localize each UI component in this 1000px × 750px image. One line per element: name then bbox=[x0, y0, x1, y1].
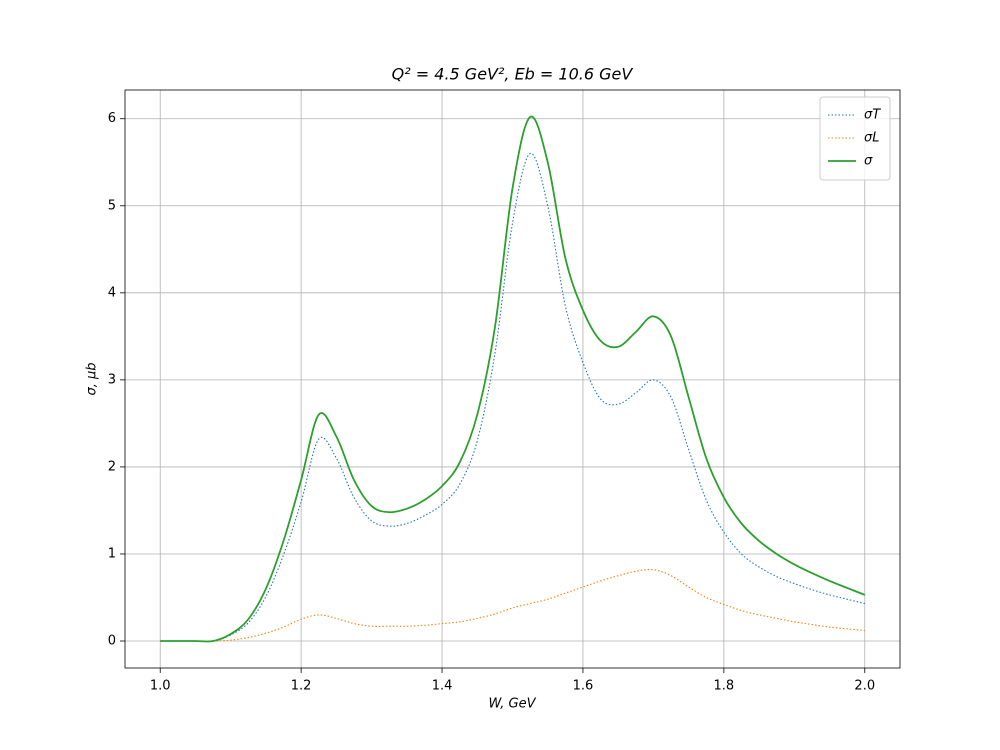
chart-title: Q² = 4.5 GeV², Eb = 10.6 GeV bbox=[392, 65, 634, 84]
x-tick-label: 2.0 bbox=[854, 679, 875, 694]
y-tick-label: 4 bbox=[108, 285, 116, 300]
series-line bbox=[160, 568, 865, 642]
legend-label: σ bbox=[864, 154, 873, 169]
series-line bbox=[160, 115, 866, 643]
x-tick-label: 1.4 bbox=[432, 679, 453, 694]
x-axis-label: W, GeV bbox=[488, 697, 536, 712]
x-tick-label: 1.0 bbox=[150, 679, 171, 694]
legend-box bbox=[819, 96, 891, 181]
plot-frame bbox=[124, 89, 901, 669]
series-line bbox=[160, 152, 865, 643]
y-tick-label: 1 bbox=[108, 546, 116, 561]
y-tick-label: 5 bbox=[108, 198, 116, 213]
y-tick-label: 3 bbox=[108, 372, 116, 387]
y-tick-label: 0 bbox=[108, 634, 116, 649]
legend-label: σL bbox=[864, 131, 879, 146]
legend-label: σT bbox=[864, 108, 881, 123]
y-tick-label: 2 bbox=[108, 459, 116, 474]
y-axis-label: σ, μb bbox=[85, 362, 100, 395]
x-tick-label: 1.6 bbox=[573, 679, 594, 694]
x-tick-label: 1.2 bbox=[291, 679, 312, 694]
y-tick-label: 6 bbox=[108, 111, 116, 126]
x-tick-label: 1.8 bbox=[714, 679, 735, 694]
